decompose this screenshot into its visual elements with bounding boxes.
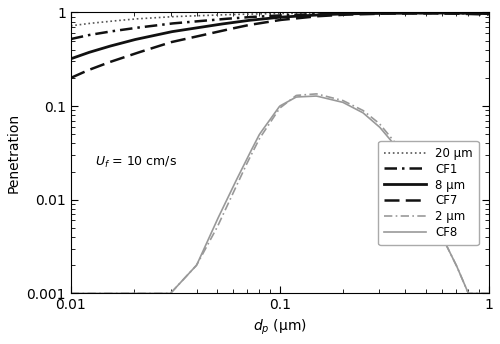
CF7 [486,12,492,17]
20 μm [410,11,416,15]
CF8 [411,174,417,178]
CF7 [266,20,272,24]
8 μm [294,14,300,18]
CF1 [423,11,429,15]
8 μm [486,12,492,16]
Text: $U_f$ = 10 cm/s: $U_f$ = 10 cm/s [94,154,176,170]
CF7 [68,76,74,80]
X-axis label: $d_p$ (μm): $d_p$ (μm) [253,318,306,337]
20 μm [266,12,272,16]
8 μm [410,11,416,15]
CF1 [476,11,482,15]
CF8 [68,291,74,295]
Y-axis label: Penetration: Penetration [7,113,21,193]
20 μm [476,10,482,14]
2 μm [318,93,324,97]
CF1 [266,14,272,18]
Line: CF7: CF7 [71,13,488,78]
2 μm [269,118,275,122]
CF8 [318,95,324,99]
Line: 8 μm: 8 μm [71,13,488,59]
CF1 [316,12,322,16]
Legend: 20 μm, CF1, 8 μm, CF7, 2 μm, CF8: 20 μm, CF1, 8 μm, CF7, 2 μm, CF8 [378,141,478,245]
20 μm [68,24,74,28]
2 μm [266,122,272,126]
8 μm [269,16,275,20]
20 μm [294,11,300,15]
CF7 [269,19,275,23]
CF7 [316,14,322,18]
2 μm [476,291,482,295]
20 μm [486,10,492,14]
8 μm [266,16,272,20]
2 μm [68,291,74,295]
CF7 [476,12,482,16]
CF1 [410,11,416,15]
8 μm [68,57,74,61]
Line: 2 μm: 2 μm [71,94,488,293]
8 μm [423,11,429,15]
20 μm [269,12,275,16]
CF1 [269,14,275,18]
Line: 20 μm: 20 μm [71,12,488,26]
CF8 [313,94,319,98]
20 μm [316,11,322,15]
2 μm [294,93,300,97]
CF8 [476,291,482,295]
Line: CF8: CF8 [71,96,488,293]
CF7 [423,11,429,15]
2 μm [486,291,492,295]
Line: CF1: CF1 [71,13,488,39]
CF8 [269,115,275,119]
CF8 [266,119,272,123]
CF8 [294,95,300,99]
2 μm [411,169,417,173]
8 μm [476,11,482,15]
CF7 [410,11,416,15]
8 μm [316,13,322,17]
CF8 [486,291,492,295]
CF1 [68,37,74,41]
CF7 [294,16,300,20]
2 μm [313,92,319,96]
CF1 [486,12,492,16]
CF1 [294,13,300,17]
